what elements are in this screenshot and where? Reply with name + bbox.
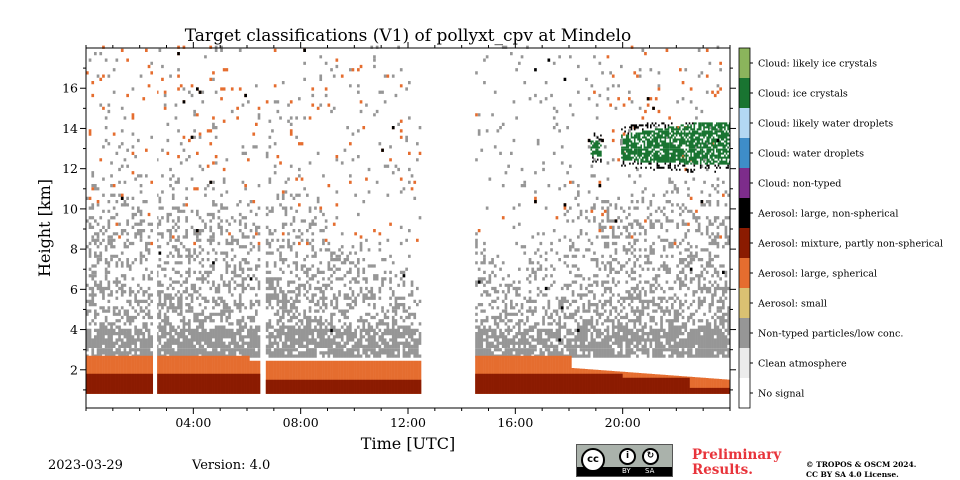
y-tick-label: 16 [62,81,78,96]
colorbar-label: Clean atmosphere [758,359,847,370]
measurement-date: 2023-03-29 [48,458,123,473]
y-tick-label: 6 [70,282,78,297]
colorbar-swatch [739,108,750,138]
colorbar-swatch [739,138,750,168]
colorbar-swatch [739,318,750,348]
preliminary-line2: Results. [692,462,753,478]
plot-area [86,45,731,408]
x-axis-label: Time [UTC] [361,434,455,453]
no-data-gap-1 [260,48,265,408]
colorbar-label: Aerosol: large, spherical [757,269,877,280]
mixed-aerosol-layer [86,373,730,394]
cc-sa-label: SA [645,467,655,475]
cc-icon: cc [581,448,605,472]
colorbar-swatch [739,348,750,378]
colorbar-label: Cloud: likely water droplets [758,119,893,130]
colorbar-label: Cloud: ice crystals [758,89,848,100]
cc-by-label: BY [622,467,631,475]
colorbar-swatch [739,258,750,288]
version-label: Version: 4.0 [192,458,271,473]
colorbar-swatch [739,228,750,258]
y-tick-label: 8 [70,242,78,257]
spherical-aerosol-layer [86,45,730,394]
no-data-gap-2 [421,48,476,408]
chart-title: Target classifications (V1) of pollyxt_c… [185,26,631,46]
colorbar-swatch [739,198,750,228]
colorbar-swatch [739,378,750,408]
copyright-line1: © TROPOS & OSCM 2024. [806,460,917,469]
cc-license-badge: cc i ↻ BY SA [576,444,673,477]
colorbar-label: No signal [758,389,804,400]
x-tick-label: 04:00 [175,415,211,430]
y-tick-label: 12 [62,161,78,176]
x-tick-label: 12:00 [390,415,426,430]
y-axis: 2 4 6 8 10 12 14 16 [62,67,736,391]
x-tick-label: 16:00 [497,415,533,430]
share-alike-icon: ↻ [642,448,659,465]
copyright-line2: CC BY SA 4.0 License. [806,470,899,479]
colorbar-label: Aerosol: large, non-spherical [757,209,898,220]
ice-cloud [590,122,731,165]
colorbar-swatch [739,168,750,198]
colorbar-label: Cloud: water droplets [758,149,864,160]
preliminary-notice: Preliminary Results. [692,448,781,478]
colorbar-label: Aerosol: small [757,299,827,310]
colorbar-swatch [739,288,750,318]
y-tick-label: 4 [70,322,78,337]
attribution-person-icon: i [619,448,636,465]
y-axis-label: Height [km] [35,179,54,277]
particles-speckle [86,45,730,358]
colorbar-label: Cloud: likely ice crystals [758,59,877,70]
colorbar-label: Aerosol: mixture, partly non-spherical [757,239,943,250]
colorbar-frame [738,47,751,409]
x-tick-label: 08:00 [283,415,319,430]
colorbar-label: Non-typed particles/low conc. [758,329,903,340]
no-data-gap-0 [153,48,158,408]
cc-badge-bar [577,467,672,476]
colorbar-swatch [739,78,750,108]
x-tick-label: 20:00 [605,415,641,430]
y-tick-label: 10 [62,201,78,216]
copyright-notice: © TROPOS & OSCM 2024. CC BY SA 4.0 Licen… [806,460,916,480]
colorbar-swatch [739,48,750,78]
y-tick-label: 14 [62,121,78,136]
colorbar-label: Cloud: non-typed [758,179,841,190]
x-axis: 04:00 08:00 12:00 16:00 20:00 [85,42,731,430]
colorbar-legend: Cloud: likely ice crystals Cloud: ice cry… [738,47,943,409]
y-tick-label: 2 [70,362,78,377]
preliminary-line1: Preliminary [692,447,782,463]
